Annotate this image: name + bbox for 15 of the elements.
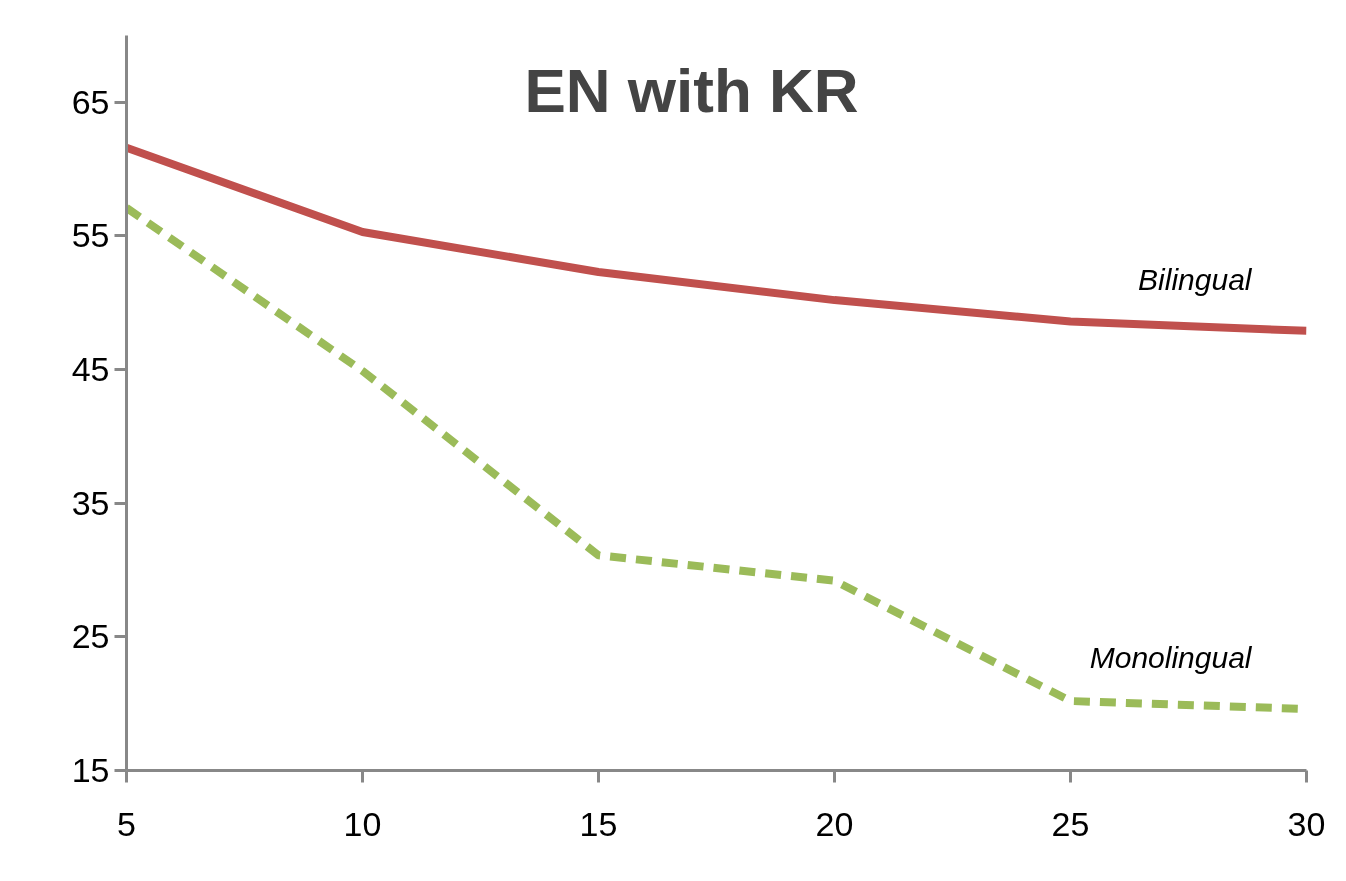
y-tick-label: 25: [71, 617, 110, 656]
series-label: Bilingual: [1138, 262, 1253, 296]
chart-title: EN with KR: [524, 55, 859, 125]
y-tick-label: 65: [71, 82, 110, 121]
x-tick-label: 20: [815, 804, 854, 843]
x-tick-label: 5: [117, 804, 136, 843]
series-label: Monolingual: [1089, 641, 1253, 675]
x-tick-label: 30: [1287, 804, 1326, 843]
y-tick-label: 15: [71, 751, 110, 789]
x-tick-label: 15: [579, 804, 618, 843]
x-tick-label: 10: [343, 804, 382, 843]
y-tick-label: 45: [71, 350, 110, 389]
y-tick-label: 35: [71, 483, 110, 522]
y-tick-label: 55: [71, 216, 110, 255]
x-tick-label: 25: [1051, 804, 1090, 843]
